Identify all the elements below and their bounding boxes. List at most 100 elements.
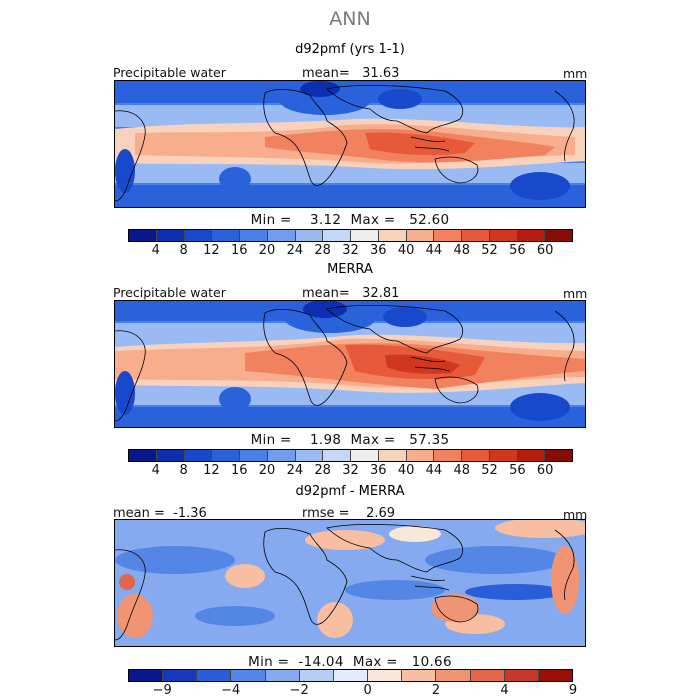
colorbar-swatch-2 <box>184 450 213 461</box>
panel1-colorbar <box>128 229 573 242</box>
colorbar-tick-label: 32 <box>342 463 359 478</box>
panel1-left-label: Precipitable water <box>113 65 226 80</box>
colorbar-swatch-6 <box>333 670 369 681</box>
colorbar-tick-label: 60 <box>536 243 554 258</box>
colorbar-tick-label: 52 <box>481 243 498 258</box>
colorbar-swatch-0 <box>129 450 157 461</box>
panel3-mean-label: mean = -1.36 <box>113 506 207 521</box>
panel3-minmax: Min = -14.04 Max = 10.66 <box>248 654 452 670</box>
colorbar-swatch-5 <box>267 230 296 241</box>
colorbar-tick-label: 8 <box>179 463 188 478</box>
colorbar-swatch-10 <box>406 450 435 461</box>
colorbar-swatch-12 <box>538 670 573 681</box>
colorbar-tick-label: 60 <box>536 463 554 478</box>
colorbar-swatch-2 <box>197 670 232 681</box>
colorbar-swatch-15 <box>545 450 572 461</box>
colorbar-tick-label: 2 <box>431 683 441 698</box>
panel2-colorbar <box>128 449 573 462</box>
panel3-colorbar-labels: −9 −4 −2 0 2 4 9 <box>128 683 578 699</box>
colorbar-swatch-4 <box>240 450 268 461</box>
colorbar-swatch-13 <box>489 450 518 461</box>
colorbar-tick-label: 24 <box>286 243 304 258</box>
panel2-minmax: Min = 1.98 Max = 57.35 <box>250 432 450 448</box>
panel1-unit-label: mm <box>563 66 588 81</box>
panel2-map <box>114 300 586 428</box>
colorbar-tick-label: 56 <box>509 463 526 478</box>
panel2-left-label: Precipitable water <box>113 285 226 300</box>
colorbar-swatch-1 <box>156 230 185 241</box>
colorbar-swatch-8 <box>351 450 379 461</box>
colorbar-swatch-12 <box>462 450 490 461</box>
colorbar-tick-label: 16 <box>230 243 248 258</box>
colorbar-swatch-10 <box>470 670 505 681</box>
colorbar-swatch-11 <box>434 230 462 241</box>
panel3-title: d92pmf - MERRA <box>295 484 405 499</box>
panel1-mean-label: mean= 31.63 <box>302 66 400 81</box>
colorbar-tick-label: 32 <box>342 243 359 258</box>
panel3-colorbar <box>128 669 573 682</box>
colorbar-tick-label: 48 <box>453 463 471 478</box>
colorbar-tick-label: −2 <box>289 683 309 698</box>
colorbar-tick-label: 4 <box>500 683 509 698</box>
colorbar-swatch-3 <box>212 450 240 461</box>
colorbar-swatch-4 <box>265 670 300 681</box>
colorbar-tick-label: 28 <box>314 463 331 478</box>
colorbar-swatch-3 <box>212 230 240 241</box>
colorbar-swatch-14 <box>517 450 546 461</box>
colorbar-swatch-4 <box>240 230 268 241</box>
panel1-map <box>114 80 586 208</box>
colorbar-tick-label: 44 <box>425 463 443 478</box>
colorbar-swatch-6 <box>295 450 324 461</box>
colorbar-tick-label: 36 <box>370 243 387 258</box>
colorbar-tick-label: 40 <box>397 463 415 478</box>
colorbar-swatch-7 <box>323 450 351 461</box>
colorbar-tick-label: 24 <box>286 463 304 478</box>
colorbar-swatch-12 <box>462 230 490 241</box>
panel3-unit-label: mm <box>563 507 588 522</box>
figure-title: ANN <box>329 8 371 30</box>
colorbar-swatch-8 <box>351 230 379 241</box>
colorbar-swatch-2 <box>184 230 213 241</box>
colorbar-tick-label: 52 <box>481 463 498 478</box>
colorbar-tick-label: 28 <box>314 243 331 258</box>
panel1-title: d92pmf (yrs 1-1) <box>295 42 405 57</box>
colorbar-swatch-9 <box>436 670 471 681</box>
colorbar-tick-label: 16 <box>230 463 248 478</box>
colorbar-tick-label: 44 <box>425 243 443 258</box>
colorbar-tick-label: 36 <box>370 463 387 478</box>
panel2-title: MERRA <box>327 262 373 277</box>
panel3-map <box>114 519 586 647</box>
colorbar-swatch-9 <box>378 450 407 461</box>
colorbar-tick-label: 48 <box>453 243 471 258</box>
colorbar-tick-label: 56 <box>509 243 526 258</box>
colorbar-tick-label: 20 <box>258 463 276 478</box>
colorbar-tick-label: 0 <box>363 683 372 698</box>
colorbar-swatch-11 <box>504 670 539 681</box>
panel1-minmax: Min = 3.12 Max = 52.60 <box>250 212 450 228</box>
colorbar-swatch-10 <box>406 230 435 241</box>
colorbar-swatch-13 <box>489 230 518 241</box>
colorbar-tick-label: −9 <box>152 683 172 698</box>
panel2-mean-label: mean= 32.81 <box>302 286 400 301</box>
colorbar-tick-label: 8 <box>179 243 188 258</box>
colorbar-swatch-0 <box>129 230 157 241</box>
colorbar-swatch-6 <box>295 230 324 241</box>
colorbar-tick-label: 9 <box>568 683 578 698</box>
panel3-rmse-label: rmse = 2.69 <box>302 506 396 521</box>
colorbar-swatch-5 <box>299 670 334 681</box>
colorbar-tick-label: 40 <box>397 243 415 258</box>
colorbar-swatch-0 <box>129 670 164 681</box>
colorbar-swatch-1 <box>163 670 198 681</box>
panel1-colorbar-labels: 4 8 12 16 20 24 28 32 36 40 44 48 52 56 60 <box>128 243 573 259</box>
colorbar-swatch-5 <box>267 450 296 461</box>
colorbar-swatch-8 <box>402 670 437 681</box>
colorbar-swatch-11 <box>434 450 462 461</box>
colorbar-tick-label: 12 <box>203 463 220 478</box>
panel2-unit-label: mm <box>563 286 588 301</box>
colorbar-swatch-15 <box>545 230 572 241</box>
colorbar-tick-label: 20 <box>258 243 276 258</box>
colorbar-swatch-3 <box>231 670 266 681</box>
colorbar-swatch-14 <box>517 230 546 241</box>
colorbar-tick-label: −4 <box>221 683 241 698</box>
colorbar-swatch-9 <box>378 230 407 241</box>
